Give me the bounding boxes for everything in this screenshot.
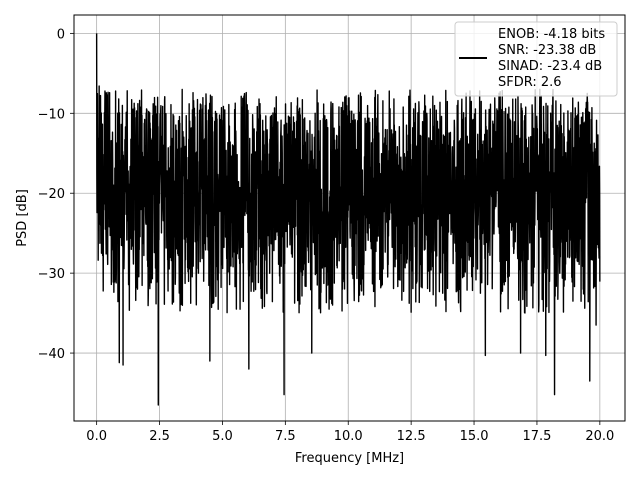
y-axis-label: PSD [dB] [15,189,30,247]
x-tick-label: 5.0 [212,429,233,444]
x-tick-label: 17.5 [522,429,551,444]
x-tick-label: 20.0 [585,429,614,444]
y-tick-label: 0 [57,27,65,42]
legend-entry-sinad: SINAD: -23.4 dB [498,59,602,74]
psd-series-line [95,33,601,406]
legend-entry-enob: ENOB: -4.18 bits [498,27,605,42]
x-tick-label: 10.0 [334,429,363,444]
x-axis-label: Frequency [MHz] [295,451,404,466]
legend-entry-sfdr: SFDR: 2.6 [498,75,562,90]
x-tick-label: 0.0 [86,429,107,444]
y-tick-label: −10 [38,107,65,122]
series-group [95,33,601,406]
x-tick-label: 2.5 [149,429,170,444]
axes-frame [73,14,626,422]
legend-box [454,21,618,97]
y-tick-label: −40 [38,347,65,362]
y-tick-label: −20 [38,187,65,202]
x-tick-label: 12.5 [397,429,426,444]
y-axis-ticks: 0 −10 −20 −30 −40 [38,27,74,362]
x-tick-label: 15.0 [460,429,489,444]
x-axis-ticks: 0.0 2.5 5.0 7.5 10.0 12.5 15.0 17.5 20.0 [86,421,614,444]
y-tick-label: −30 [38,267,65,282]
legend-entry-snr: SNR: -23.38 dB [498,43,596,58]
legend: ENOB: -4.18 bits SNR: -23.38 dB SINAD: -… [454,21,618,97]
x-tick-label: 7.5 [275,429,296,444]
